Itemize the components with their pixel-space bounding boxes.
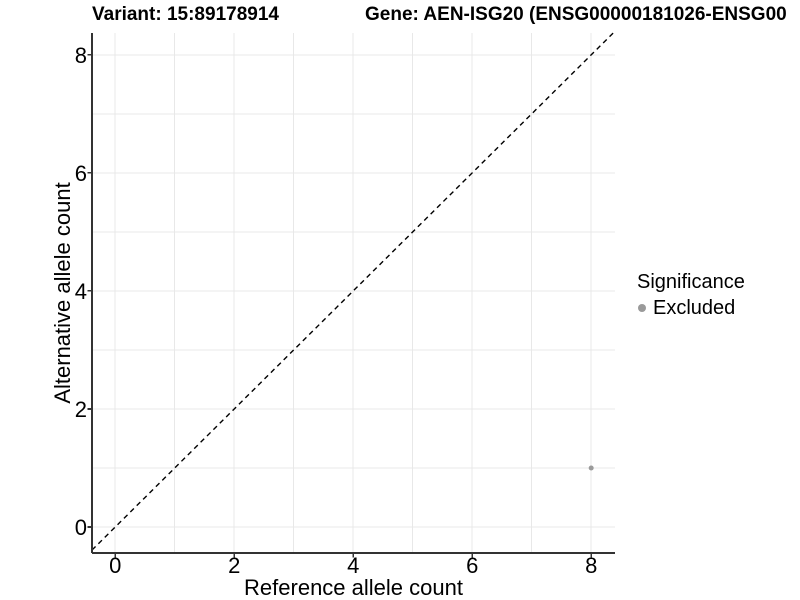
x-tick-label: 6 — [466, 553, 478, 578]
x-tick-label: 0 — [109, 553, 121, 578]
x-tick-label: 2 — [228, 553, 240, 578]
legend-title: Significance — [637, 271, 745, 293]
x-axis-title: Reference allele count — [244, 575, 463, 600]
y-tick-label: 2 — [75, 397, 87, 422]
gene-title: Gene: AEN-ISG20 (ENSG00000181026-ENSG00 — [365, 4, 787, 25]
identity-line — [91, 32, 614, 551]
excluded-point-icon — [638, 304, 646, 312]
y-tick-label: 4 — [75, 279, 87, 304]
y-tick-label: 6 — [75, 161, 87, 186]
variant-title: Variant: 15:89178914 — [92, 4, 279, 25]
legend-item-label: Excluded — [653, 297, 736, 319]
legend-item-excluded: Excluded — [637, 297, 745, 319]
data-point — [588, 465, 594, 471]
legend: Significance Excluded — [637, 270, 745, 319]
x-tick-label: 8 — [585, 553, 597, 578]
y-tick-label: 8 — [75, 43, 87, 68]
y-tick-label: 0 — [75, 515, 87, 540]
y-axis-title: Alternative allele count — [50, 182, 75, 403]
x-tick-label: 4 — [347, 553, 359, 578]
